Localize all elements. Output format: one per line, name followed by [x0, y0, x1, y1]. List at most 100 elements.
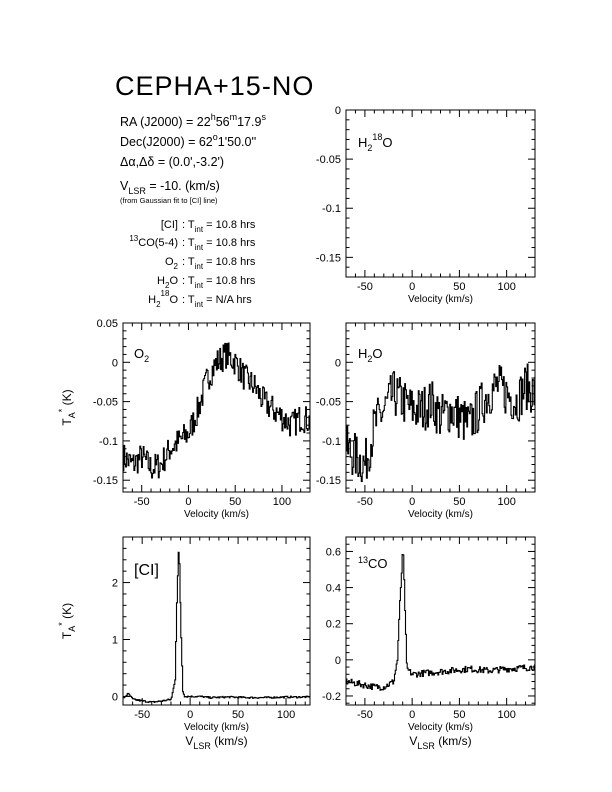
ra-hours-unit: h — [211, 112, 216, 122]
source-title: CEPHA+15-NO — [115, 71, 314, 101]
y-tick-label: -0.1 — [322, 203, 341, 215]
vlsr-axis-unit: (km/s) — [211, 734, 248, 748]
y-tick-label: 0.2 — [326, 619, 341, 631]
x-tick-label: 100 — [277, 709, 295, 721]
panel-o2: -50 0 50 100 0.05 0 -0.05 -0.1 -0.15 Velocity (km… — [57, 318, 311, 520]
line-name-prefix: H — [148, 294, 156, 306]
species-label: H218O — [358, 132, 393, 153]
spectrum-line — [346, 553, 536, 691]
ra-label: RA (J2000) = — [120, 115, 197, 129]
integration-line-time: : Tint = N/A hrs — [182, 294, 252, 309]
header-block: CEPHA+15-NO RA (J2000) = 22h56m17.9s Dec… — [115, 71, 314, 309]
x-tick-label: 0 — [187, 709, 193, 721]
y-tick-label: -0.05 — [316, 397, 341, 409]
tint-label: T — [188, 256, 195, 268]
species-main: [CI] — [134, 562, 159, 579]
tint-sub: int — [195, 281, 204, 290]
tint-value: = 10.8 hrs — [203, 237, 256, 249]
x-tick-label: 100 — [273, 496, 291, 508]
line-name-sub: 2 — [156, 300, 161, 309]
x-tick-label: 50 — [453, 281, 465, 293]
x-tick-label: 50 — [453, 496, 465, 508]
integration-line-time: : Tint = 10.8 hrs — [182, 275, 256, 290]
tint-label: T — [188, 237, 195, 249]
x-axis-label: Velocity (km/s) — [408, 294, 473, 305]
ra-minutes: 56 — [216, 115, 230, 129]
species-label: O2 — [134, 346, 149, 364]
ra-seconds-unit: s — [261, 112, 266, 122]
ta-t: T — [60, 631, 74, 639]
offset-value: (0.0',-3.2') — [169, 155, 225, 169]
x-axis-label-vlsr: VLSR (km/s) — [409, 734, 471, 751]
x-axis-label: Velocity (km/s) — [184, 722, 249, 733]
vlsr-note: (from Gaussian fit to [CI] line) — [120, 196, 218, 205]
colon: : — [182, 275, 188, 287]
vlsr-axis-v: V — [409, 734, 417, 748]
x-tick-label: 0 — [409, 496, 415, 508]
vlsr-label: V — [120, 179, 129, 193]
y-tick-label: 0 — [112, 357, 118, 369]
x-tick-label: 100 — [497, 496, 515, 508]
tint-sub: int — [195, 300, 204, 309]
species-sub: 2 — [144, 354, 149, 364]
ra-minutes-unit: m — [230, 112, 238, 122]
x-tick-label: 100 — [497, 281, 515, 293]
line-name-main: O — [165, 256, 174, 268]
tint-label: T — [188, 219, 195, 231]
species-tail: O — [372, 346, 382, 361]
y-tick-label: -0.05 — [316, 154, 341, 166]
colon: : — [182, 219, 188, 231]
ra-line: RA (J2000) = 22h56m17.9s — [120, 112, 266, 129]
species-sub: 2 — [367, 354, 372, 364]
species-main: H — [358, 135, 367, 150]
integration-line-name: H218O — [148, 289, 178, 309]
tint-sub: int — [195, 225, 204, 234]
line-name-main: H — [157, 275, 165, 287]
y-tick-label: 1 — [112, 635, 118, 647]
tint-value: = 10.8 hrs — [203, 275, 256, 287]
x-axis-label: Velocity (km/s) — [184, 509, 249, 520]
y-tick-label: -0.2 — [322, 691, 341, 703]
dec-line: Dec(J2000) = 62o1'50.0'' — [120, 132, 256, 149]
colon: : — [182, 294, 188, 306]
ra-hours: 22 — [197, 115, 211, 129]
species-main: H — [358, 346, 367, 361]
y-axis-label: TA* (K) — [57, 603, 77, 639]
ta-t: T — [60, 418, 74, 426]
x-axis-label-vlsr: VLSR (km/s) — [185, 734, 247, 751]
species-tail: O — [382, 135, 392, 150]
x-tick-label: 0 — [185, 496, 191, 508]
y-tick-label: 2 — [112, 578, 118, 590]
x-tick-label: -50 — [357, 496, 373, 508]
vlsr-label-sub: LSR — [128, 186, 146, 196]
vlsr-value: = -10. (km/s) — [146, 179, 220, 193]
tint-sub: int — [195, 262, 204, 271]
species-main: CO — [368, 556, 388, 571]
line-name-sup: 18 — [161, 289, 170, 298]
line-name-post: O — [169, 275, 178, 287]
y-tick-label: 0 — [335, 105, 341, 117]
line-name-sub: 2 — [174, 262, 179, 271]
y-tick-label: 0 — [335, 655, 341, 667]
spectrum-line — [123, 551, 310, 704]
vlsr-axis-sub: LSR — [193, 741, 211, 751]
tint-label: T — [188, 294, 195, 306]
y-tick-label: -0.1 — [322, 436, 341, 448]
x-tick-label: 50 — [232, 709, 244, 721]
tint-value: = N/A hrs — [203, 294, 252, 306]
colon: : — [182, 237, 188, 249]
panel-h2o: -50 0 50 100 0 -0.05 -0.1 -0.15 Velocity (km/s) H… — [316, 322, 536, 520]
vlsr-line: VLSR = -10. (km/s) — [120, 179, 220, 196]
x-tick-label: -50 — [134, 496, 150, 508]
ta-unit: (K) — [60, 389, 74, 408]
colon: : — [182, 256, 188, 268]
y-tick-label: -0.1 — [99, 436, 118, 448]
y-tick-label: -0.15 — [93, 475, 118, 487]
integration-line-time: : Tint = 10.8 hrs — [182, 237, 256, 252]
y-tick-label: -0.05 — [93, 397, 118, 409]
panel-13co: -50 0 50 100 0.6 0.4 0.2 0 -0.2 Velocity (km/s)VL… — [322, 536, 536, 751]
line-name-sup: 13 — [129, 234, 138, 243]
